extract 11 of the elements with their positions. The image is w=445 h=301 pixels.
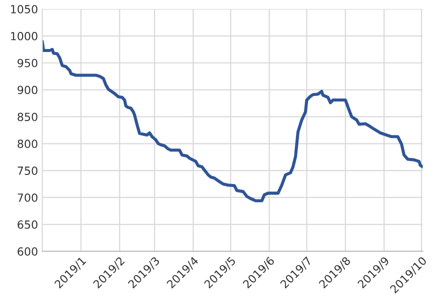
line-series: [42, 40, 423, 202]
y-tick-label: 750: [18, 166, 38, 175]
y-tick-label: 800: [18, 140, 38, 148]
y-tick-label: 900: [18, 86, 38, 94]
y-tick-label: 600: [18, 247, 38, 256]
y-tick-label: 1000: [11, 32, 38, 40]
y-tick-label: 650: [18, 220, 38, 229]
y-tick-label: 1050: [11, 5, 38, 14]
y-tick-label: 950: [18, 58, 38, 68]
y-tick-label: 700: [18, 193, 38, 202]
y-tick-label: 850: [18, 112, 38, 122]
